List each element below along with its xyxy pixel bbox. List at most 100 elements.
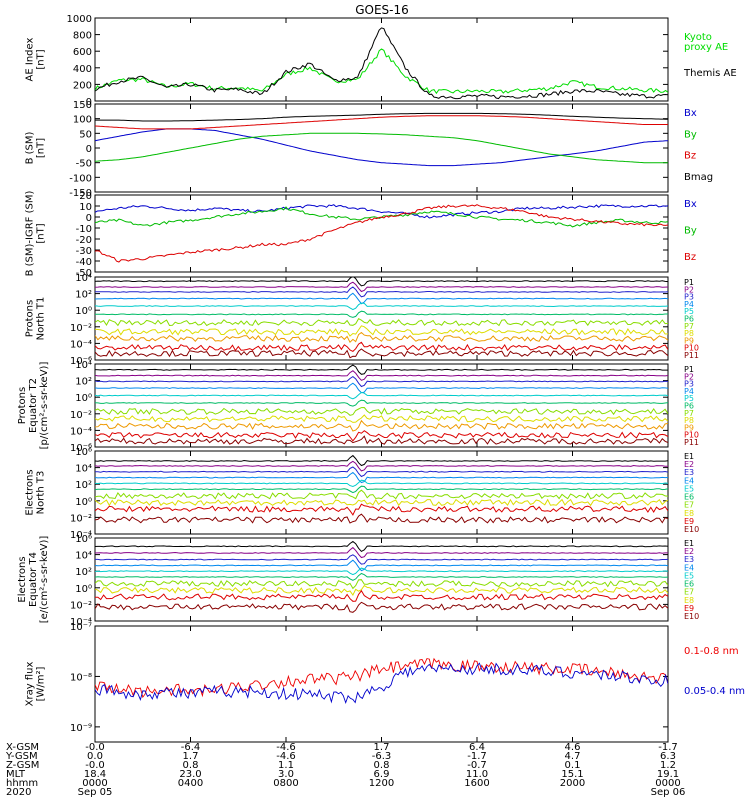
legend-entry: P10: [684, 344, 699, 353]
panel-frame: [94, 363, 669, 448]
legend-entry: E4: [684, 563, 694, 572]
footer-cell: 1.2: [660, 760, 676, 771]
legend-entry: E2: [684, 460, 694, 469]
series-line: [95, 435, 668, 445]
series-line: [95, 341, 668, 353]
series-line: [95, 48, 668, 95]
y-tick-label: 10⁻⁶: [70, 356, 92, 367]
y-tick-label: 10²: [75, 377, 92, 388]
footer-cell: 15.1: [561, 769, 583, 780]
series-line: [95, 331, 668, 344]
footer-cell: 4.7: [565, 751, 581, 762]
y-tick-label: 10⁶: [75, 534, 92, 545]
y-tick-label: 10⁻⁹: [70, 723, 92, 734]
legend-entry: P2: [684, 372, 694, 381]
series-line: [95, 579, 668, 590]
y-tick-label: 10⁻²: [70, 323, 92, 334]
series-line: [95, 318, 668, 327]
y-tick-label: 10⁴: [75, 360, 92, 371]
legend-entry: P5: [684, 394, 694, 403]
series-line: [95, 325, 668, 337]
y-tick-label: 10⁻⁶: [70, 443, 92, 454]
panel-xray: 10⁻⁷ 10⁻⁸ 10⁻⁹ Xray flux [W/m²] 0.1-0.8 nm 0.0…: [25, 622, 745, 743]
footer-cell: 6.4: [469, 742, 485, 753]
series-line: [95, 132, 668, 164]
y-axis-label: North T3: [36, 471, 47, 515]
y-tick-label: 10⁻⁴: [70, 339, 92, 350]
series-line: [95, 503, 668, 516]
legend-entry: P1: [684, 278, 694, 287]
y-axis-label: North T1: [36, 297, 47, 341]
footer-cell: 0.8: [374, 760, 390, 771]
panel-ae: 1000 800 600 400 200 0 AE Index [nT] Kyotoproxy …: [25, 14, 737, 108]
footer-cell: Sep 05: [78, 787, 113, 798]
footer-cell: 1.7: [183, 751, 199, 762]
series-line: [95, 286, 668, 298]
legend-entry: P4: [684, 387, 694, 396]
footer-row-label: 2020: [6, 787, 31, 798]
y-tick-label: 0: [86, 213, 92, 224]
y-axis-label: B (SM)-IGRF (SM): [25, 191, 36, 277]
series-line: [95, 513, 668, 524]
y-tick-label: 0: [86, 97, 92, 108]
y-tick-label: 10: [79, 202, 92, 213]
series-line: [95, 460, 668, 472]
y-axis-label: Protons: [17, 387, 28, 424]
legend-entry: E6: [684, 493, 694, 502]
series-line: [95, 540, 668, 553]
y-tick-label: -50: [76, 268, 92, 279]
series-line: [95, 348, 668, 359]
y-tick-label: 10⁴: [75, 551, 92, 562]
y-tick-label: -50: [76, 159, 92, 170]
series-line: [95, 310, 668, 318]
y-tick-label: 10⁻²: [70, 410, 92, 421]
legend-entry: P6: [684, 402, 694, 411]
y-tick-label: 10⁻⁸: [70, 672, 92, 683]
y-tick-label: 20: [79, 191, 92, 202]
series-line: [95, 281, 668, 293]
footer-cell: -6.4: [181, 742, 201, 753]
footer-cell: -4.6: [276, 751, 296, 762]
legend-entry: P3: [684, 380, 694, 389]
series-line: [95, 466, 668, 478]
legend-entry: E5: [684, 571, 694, 580]
y-tick-label: -20: [76, 235, 92, 246]
legend-entry: P8: [684, 416, 694, 425]
footer-row-label: MLT: [6, 769, 26, 780]
legend-entry: E10: [684, 612, 699, 621]
legend-entry: P4: [684, 300, 694, 309]
legend-entry: E9: [684, 517, 694, 526]
legend-entry: P11: [684, 351, 699, 360]
legend-entry: P9: [684, 423, 694, 432]
footer-cell: 2000: [560, 778, 585, 789]
legend-entry: E8: [684, 596, 694, 605]
y-axis-label: [p/(cm²-s-sr-keV)]: [39, 362, 50, 450]
y-tick-label: 400: [73, 64, 92, 75]
legend-entry: By: [684, 226, 697, 237]
panel-et4: 10⁶ 10⁴ 10² 10⁰ 10⁻² 10⁻⁴ Electrons Equator T4[…: [17, 534, 699, 628]
panel-bsm: 150 100 50 0 -50 -100 -150 B (SM) [nT] Bx By Bz Bmag: [25, 100, 714, 199]
panel-data: [95, 277, 668, 359]
panel-data: [95, 657, 668, 704]
footer-ephemeris-table: X-GSMY-GSMZ-GSMMLThhmm2020-0.00.0-0.018.…: [5, 742, 685, 798]
legend-entry: E1: [684, 452, 694, 461]
legend-entry: proxy AE: [684, 42, 728, 53]
footer-cell: 18.4: [84, 769, 106, 780]
series-line: [95, 364, 668, 375]
y-axis-label: AE Index: [25, 37, 36, 81]
legend-entry: E9: [684, 604, 694, 613]
legend-entry: P2: [684, 285, 694, 294]
footer-cell: 0.1: [565, 760, 581, 771]
footer-cell: 1.7: [374, 742, 390, 753]
y-tick-label: 10⁻²: [70, 513, 92, 524]
y-axis-label: Equator T4: [28, 552, 39, 607]
footer-cell: -0.0: [85, 760, 105, 771]
panel-data: [95, 364, 668, 445]
footer-cell: -0.0: [85, 742, 105, 753]
series-line: [95, 115, 668, 130]
series-line: [95, 479, 668, 488]
footer-cell: 0800: [273, 778, 298, 789]
series-line: [95, 375, 668, 388]
panel-data: [95, 204, 668, 263]
